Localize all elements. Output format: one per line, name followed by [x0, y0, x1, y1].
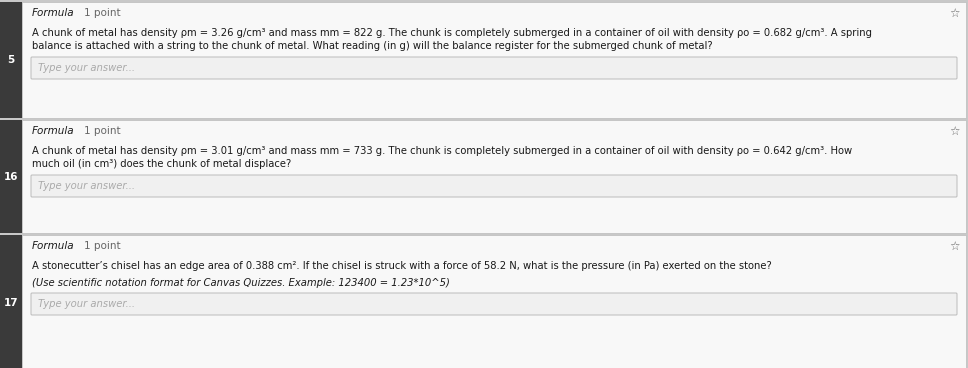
Text: 17: 17: [4, 297, 18, 308]
Bar: [0, 2, 22, 118]
Text: Type your answer...: Type your answer...: [38, 299, 135, 309]
Text: Type your answer...: Type your answer...: [38, 181, 135, 191]
Text: 16: 16: [4, 171, 18, 181]
Text: A chunk of metal has density ρm = 3.26 g/cm³ and mass mm = 822 g. The chunk is c: A chunk of metal has density ρm = 3.26 g…: [32, 28, 872, 38]
Text: 1 point: 1 point: [84, 126, 121, 136]
Text: A stonecutter’s chisel has an edge area of 0.388 cm². If the chisel is struck wi: A stonecutter’s chisel has an edge area …: [32, 261, 771, 271]
Text: much oil (in cm³) does the chunk of metal displace?: much oil (in cm³) does the chunk of meta…: [32, 159, 291, 169]
Text: Formula: Formula: [32, 8, 75, 18]
FancyBboxPatch shape: [31, 293, 957, 315]
Text: A chunk of metal has density ρm = 3.01 g/cm³ and mass mm = 733 g. The chunk is c: A chunk of metal has density ρm = 3.01 g…: [32, 146, 852, 156]
Text: Formula: Formula: [32, 241, 75, 251]
Bar: [0, 120, 22, 233]
Text: ☆: ☆: [950, 7, 960, 20]
Bar: [22, 235, 966, 368]
Text: ☆: ☆: [950, 240, 960, 252]
Bar: [22, 2, 966, 118]
Bar: [22, 120, 966, 233]
Text: ☆: ☆: [950, 124, 960, 138]
FancyBboxPatch shape: [31, 57, 957, 79]
Text: (Use scientific notation format for Canvas Quizzes. Example: 123400 = 1.23*10^5): (Use scientific notation format for Canv…: [32, 278, 450, 288]
Bar: [0, 235, 22, 368]
FancyBboxPatch shape: [31, 175, 957, 197]
Text: 1 point: 1 point: [84, 241, 121, 251]
Text: balance is attached with a string to the chunk of metal. What reading (in g) wil: balance is attached with a string to the…: [32, 41, 712, 51]
Text: Formula: Formula: [32, 126, 75, 136]
Text: 1 point: 1 point: [84, 8, 121, 18]
Text: Type your answer...: Type your answer...: [38, 63, 135, 73]
Text: 5: 5: [8, 55, 15, 65]
